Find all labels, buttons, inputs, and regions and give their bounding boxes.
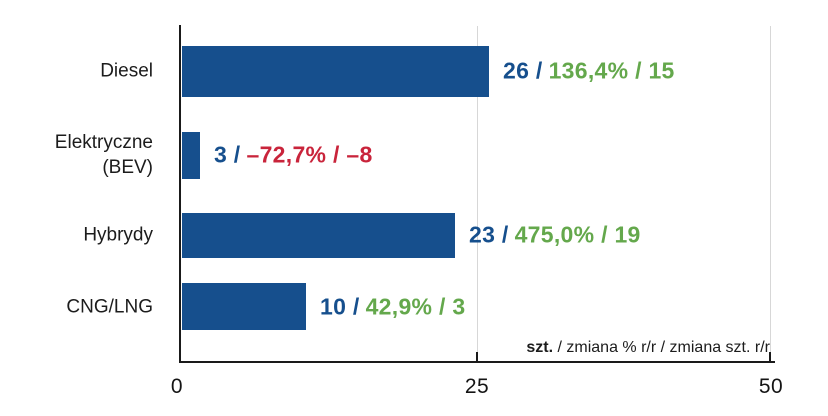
footnote-units-legend: szt. / zmiana % r/r / zmiana szt. r/r — [526, 339, 770, 357]
gridline-50 — [770, 26, 771, 361]
x-tick-label-50: 50 — [758, 375, 784, 398]
bar-diesel — [182, 46, 489, 97]
value-label-hybrydy: 23 /475,0% / 19 — [469, 222, 641, 249]
bar-cng-lng — [182, 283, 306, 330]
value-change: –72,7% / –8 — [246, 141, 373, 168]
category-label-cng-lng: CNG/LNG — [66, 296, 153, 318]
category-label-diesel: Diesel — [100, 60, 153, 82]
value-change: 136,4% / 15 — [548, 57, 675, 84]
value-label-diesel: 26 /136,4% / 15 — [503, 58, 675, 85]
value-number: 23 / — [469, 221, 509, 248]
gridline-25 — [477, 26, 478, 361]
x-tick-50 — [769, 352, 771, 361]
value-number: 26 / — [503, 57, 543, 84]
value-change: 42,9% / 3 — [365, 293, 466, 320]
bar-hybrydy — [182, 213, 455, 258]
bar-elektryczne-bev — [182, 132, 200, 179]
footnote-rest: / zmiana % r/r / zmiana szt. r/r — [553, 339, 771, 356]
x-tick-25 — [476, 352, 478, 361]
value-number: 10 / — [320, 293, 360, 320]
value-label-cng-lng: 10 /42,9% / 3 — [320, 294, 465, 321]
category-label-hybrydy: Hybrydy — [83, 224, 153, 246]
x-axis-line — [179, 361, 775, 363]
y-axis-line — [179, 25, 181, 363]
footnote-bold: szt. — [526, 339, 554, 356]
value-number: 3 / — [214, 141, 241, 168]
category-label-elektryczne-bev: Elektryczne (BEV) — [54, 132, 153, 178]
value-change: 475,0% / 19 — [514, 221, 641, 248]
x-tick-label-25: 25 — [464, 375, 490, 398]
value-label-elektryczne-bev: 3 /–72,7% / –8 — [214, 142, 373, 169]
x-tick-label-0: 0 — [170, 375, 184, 398]
